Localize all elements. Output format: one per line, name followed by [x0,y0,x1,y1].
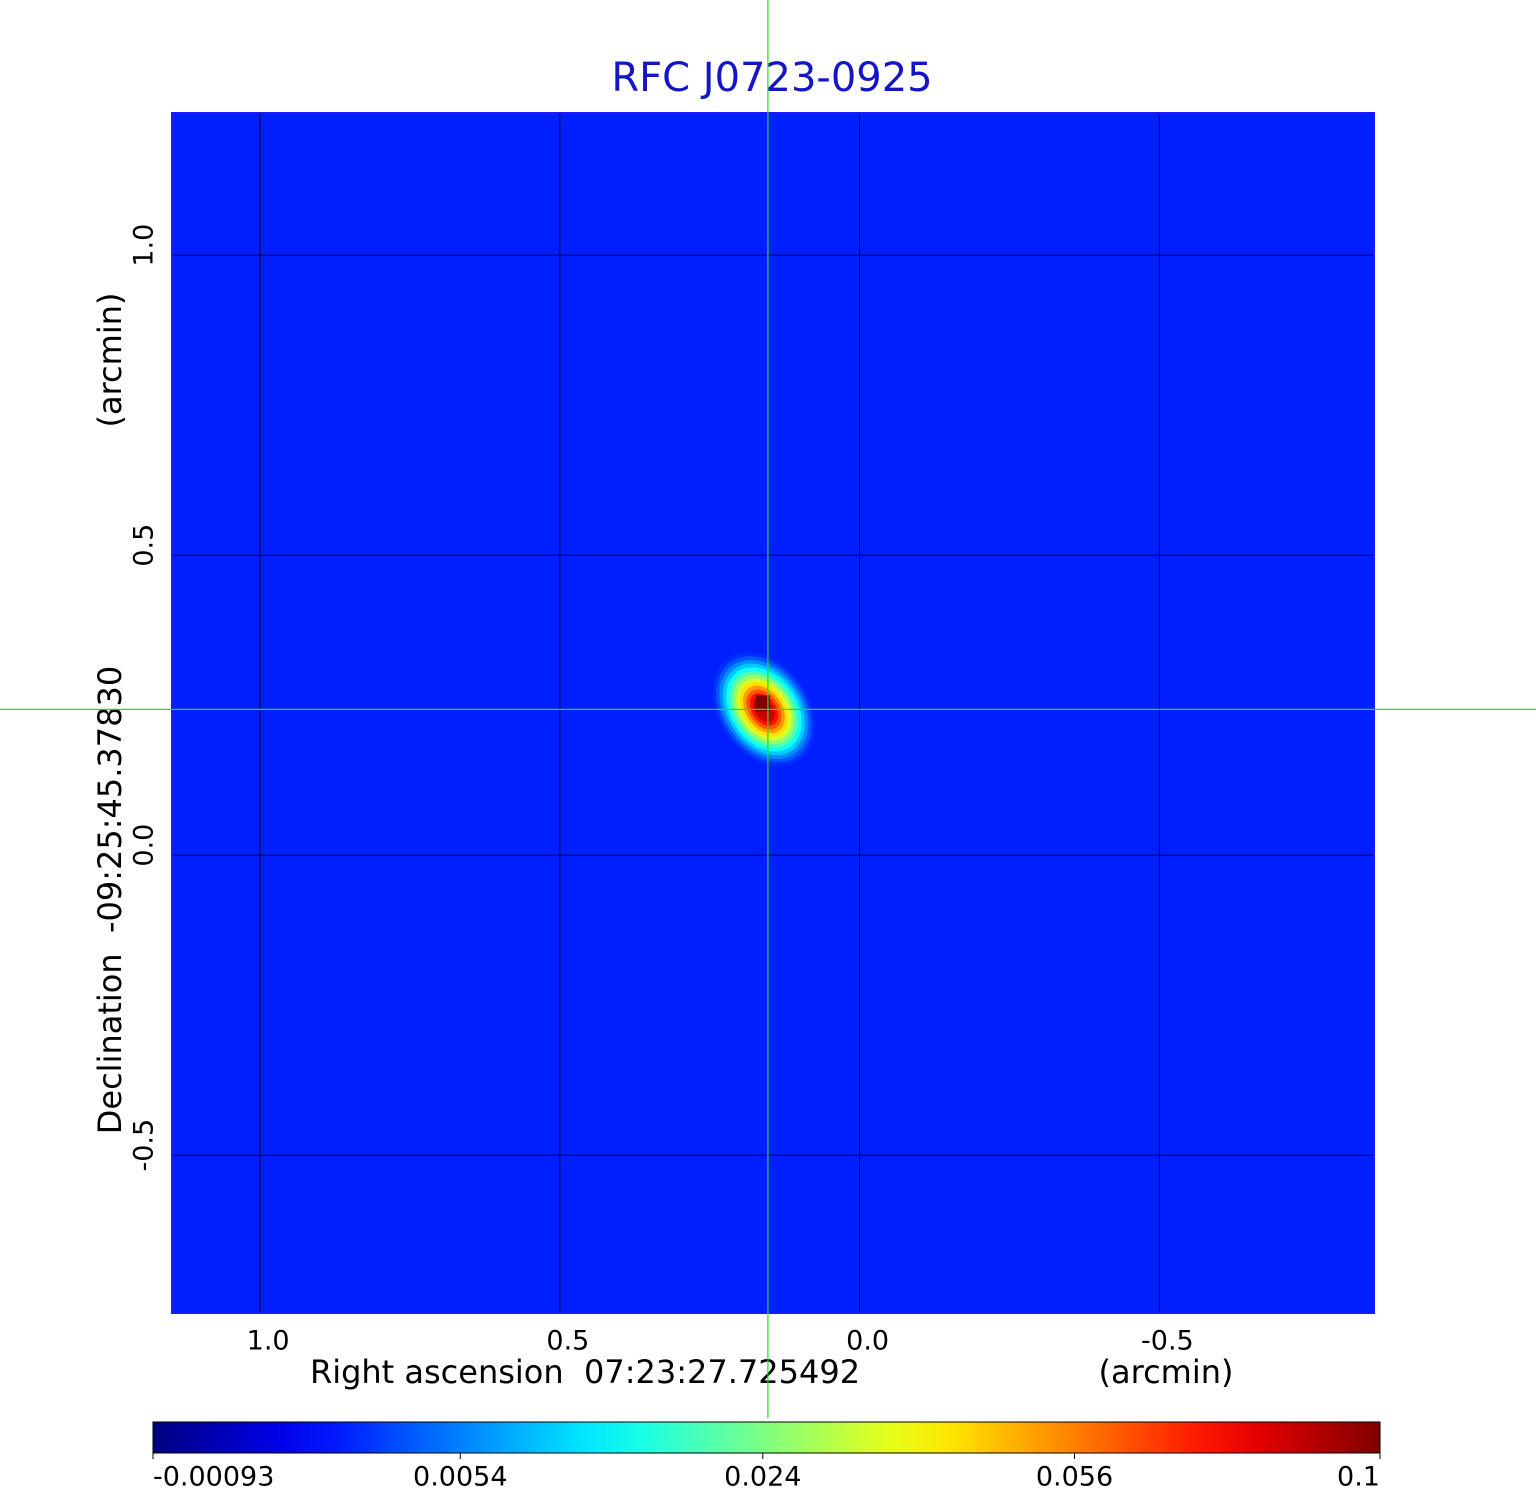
overlay [171,112,1375,1314]
x-tick-label: 0.5 [546,1326,589,1357]
x-tick-label: 1.0 [247,1326,290,1357]
y-tick-label: 0.0 [129,824,160,867]
colorbar-tick-label: 0.056 [1036,1462,1113,1493]
y-axis-unit: (arcmin) [91,293,129,428]
colorbar [152,1421,1381,1454]
source-peak [755,695,770,712]
chart-title: RFC J0723-0925 [611,55,932,101]
colorbar-tick-label: 0.024 [724,1462,801,1493]
y-tick-label: -0.5 [129,1119,160,1172]
colorbar-tick-label: 0.0054 [413,1462,507,1493]
x-tick-label: -0.5 [1141,1326,1194,1357]
x-axis-label: Right ascension 07:23:27.725492 [310,1353,860,1391]
plot-frame [171,112,1375,1314]
y-tick-label: 0.5 [129,524,160,567]
y-axis-label: Declination -09:25:45.37830 [91,666,129,1134]
x-axis-unit: (arcmin) [1099,1353,1234,1391]
image-area [172,113,1374,1313]
colorbar-tick-label: 0.1 [1337,1462,1380,1493]
y-tick-label: 1.0 [129,224,160,267]
colorbar-tick-label: -0.00093 [153,1462,274,1493]
x-tick-label: 0.0 [846,1326,889,1357]
